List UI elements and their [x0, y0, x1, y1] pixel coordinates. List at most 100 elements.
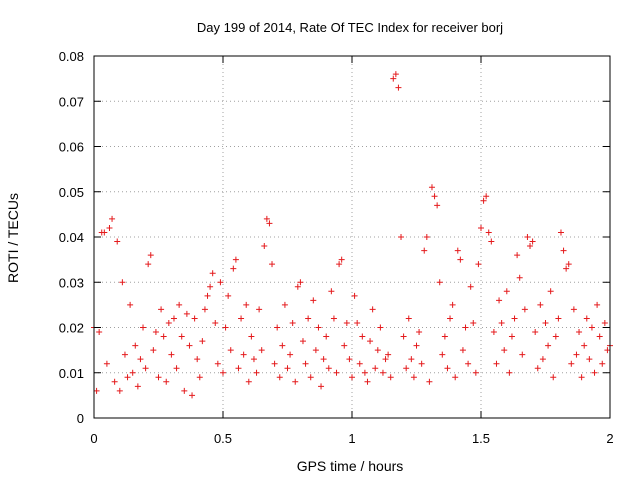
- data-point: [568, 360, 575, 367]
- x-tick-label: 2: [606, 431, 613, 446]
- data-point: [199, 338, 206, 345]
- data-point: [114, 238, 121, 245]
- data-point: [207, 283, 214, 290]
- data-point: [173, 365, 180, 372]
- y-tick-label: 0.07: [59, 94, 84, 109]
- data-point: [392, 71, 399, 78]
- data-point: [176, 301, 183, 308]
- data-point: [212, 319, 219, 326]
- data-point: [470, 319, 477, 326]
- data-point: [478, 224, 484, 231]
- y-tick-label: 0.05: [59, 185, 84, 200]
- data-points-layer: [91, 71, 613, 399]
- data-point: [196, 374, 203, 381]
- data-point: [116, 387, 123, 394]
- data-point: [227, 347, 234, 354]
- data-point: [271, 360, 278, 367]
- data-point: [222, 324, 229, 331]
- data-point: [395, 84, 402, 91]
- data-point: [439, 351, 446, 358]
- data-point: [266, 220, 273, 227]
- data-point: [385, 351, 392, 358]
- data-point: [294, 283, 301, 290]
- data-point: [279, 342, 286, 349]
- data-point: [232, 256, 239, 263]
- data-point: [320, 356, 327, 363]
- ticks-layer: 0 0.01 0.02 0.03 0.04 0.05 0.06 0.07 0.08 0 0.5 1 1.…: [59, 49, 614, 446]
- data-point: [367, 338, 374, 345]
- data-point: [552, 333, 559, 340]
- data-point: [263, 215, 270, 222]
- data-point: [498, 319, 505, 326]
- data-point: [441, 333, 448, 340]
- data-point: [217, 279, 224, 286]
- data-point: [245, 378, 252, 385]
- data-point: [315, 324, 322, 331]
- data-point: [305, 315, 312, 322]
- data-point: [550, 374, 557, 381]
- data-point: [261, 243, 268, 250]
- data-point: [576, 329, 583, 336]
- data-point: [284, 365, 291, 372]
- data-point: [431, 193, 438, 200]
- x-tick-label: 1.5: [472, 431, 490, 446]
- data-point: [490, 329, 497, 336]
- data-point: [351, 292, 358, 299]
- data-point: [152, 329, 159, 336]
- data-point: [545, 342, 552, 349]
- y-tick-label: 0.04: [59, 230, 84, 245]
- data-point: [449, 301, 456, 308]
- data-point: [413, 342, 420, 349]
- data-point: [563, 265, 570, 272]
- data-point: [400, 333, 407, 340]
- data-point: [142, 365, 149, 372]
- x-tick-label: 1: [348, 431, 355, 446]
- data-point: [467, 283, 474, 290]
- data-point: [588, 324, 595, 331]
- data-point: [183, 310, 190, 317]
- y-tick-label: 0.06: [59, 140, 84, 155]
- data-point: [310, 297, 317, 304]
- data-point: [96, 329, 103, 336]
- data-point: [581, 342, 588, 349]
- data-point: [596, 333, 603, 340]
- data-point: [214, 360, 221, 367]
- data-point: [501, 347, 508, 354]
- data-point: [276, 374, 283, 381]
- data-point: [555, 315, 562, 322]
- data-point: [488, 238, 495, 245]
- data-point: [137, 356, 144, 363]
- data-point: [398, 234, 405, 240]
- data-point: [292, 378, 299, 385]
- data-point: [524, 234, 531, 240]
- data-point: [514, 252, 521, 259]
- data-point: [539, 356, 546, 363]
- data-point: [119, 279, 126, 286]
- data-point: [359, 333, 366, 340]
- data-point: [459, 347, 466, 354]
- data-point: [281, 301, 288, 308]
- data-point: [542, 319, 549, 326]
- data-point: [557, 229, 564, 236]
- data-point: [405, 315, 412, 322]
- data-point: [369, 306, 376, 313]
- data-point: [480, 197, 487, 204]
- y-tick-label: 0.01: [59, 366, 84, 381]
- data-point: [343, 319, 350, 326]
- data-point: [256, 306, 263, 313]
- data-point: [421, 247, 428, 254]
- data-point: [604, 347, 611, 354]
- data-point: [238, 315, 245, 322]
- data-point: [194, 356, 201, 363]
- data-point: [565, 261, 572, 268]
- data-point: [325, 365, 332, 372]
- data-point: [181, 387, 188, 394]
- data-point: [186, 342, 193, 349]
- data-point: [521, 306, 528, 313]
- data-point: [428, 184, 435, 191]
- data-point: [129, 369, 136, 376]
- data-point: [165, 319, 172, 326]
- data-point: [258, 347, 265, 354]
